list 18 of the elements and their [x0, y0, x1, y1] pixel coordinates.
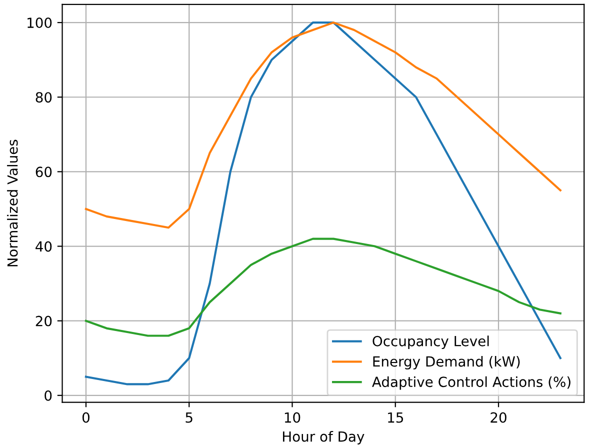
- y-tick-label: 100: [28, 18, 52, 28]
- x-tick-label: 15: [388, 412, 403, 423]
- legend-label: Adaptive Control Actions (%): [372, 376, 570, 390]
- y-axis-title: Normalized Values: [7, 140, 18, 266]
- line-series: [84, 238, 562, 337]
- x-axis-title: Hour of Day: [283, 431, 364, 444]
- x-tick-label: 20: [490, 412, 506, 423]
- x-tick-label: 5: [186, 412, 192, 423]
- y-tick-label: 80: [36, 92, 52, 103]
- legend-label: Energy Demand (kW): [373, 356, 520, 370]
- y-tick-label: 20: [36, 316, 52, 326]
- y-tick-label: 40: [36, 241, 52, 252]
- legend-label: Occupancy Level: [372, 336, 489, 350]
- line-series: [84, 22, 562, 229]
- y-tick-label: 60: [36, 166, 52, 178]
- y-tick-label: 0: [44, 390, 52, 401]
- x-tick-label: 0: [82, 412, 90, 423]
- x-tick-label: 10: [284, 412, 300, 423]
